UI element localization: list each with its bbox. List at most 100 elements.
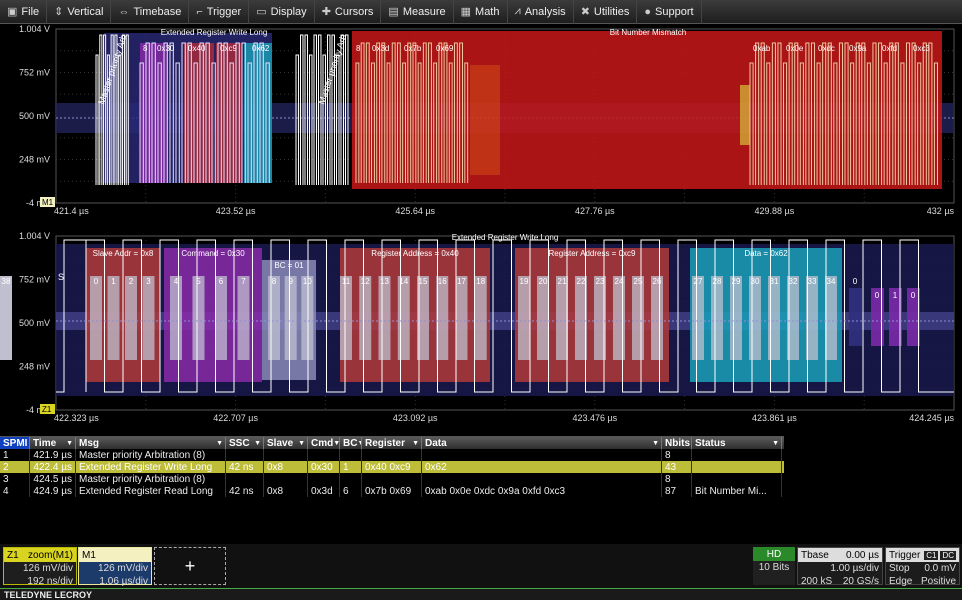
bit-box bbox=[871, 288, 884, 346]
table-row[interactable]: 1 421.9 µs Master priority Arbitration (8)… bbox=[0, 449, 784, 461]
byte-label: 0xdc bbox=[818, 44, 835, 53]
field-block bbox=[216, 43, 242, 183]
m1-tag: M1 bbox=[82, 549, 96, 561]
menu-trigger[interactable]: ⌐ Trigger bbox=[189, 0, 250, 24]
menu-display[interactable]: ▭ Display bbox=[249, 0, 315, 24]
tbase-samples: 200 kS bbox=[801, 576, 833, 587]
y-tick-label: 752 mV bbox=[19, 275, 50, 285]
table-cell: 42 ns bbox=[226, 461, 264, 473]
menu-support[interactable]: ● Support bbox=[637, 0, 702, 24]
col-bc[interactable]: BC▼ bbox=[340, 437, 362, 449]
waveform-trace bbox=[139, 42, 270, 183]
col-cmd[interactable]: Cmd ▼ bbox=[308, 437, 340, 449]
tbase-rate: 20 GS/s bbox=[842, 576, 879, 587]
trigger-icon: ⌐ bbox=[196, 5, 203, 18]
m1-vdiv: 126 mV/div bbox=[97, 563, 148, 574]
menu-file[interactable]: ▣ File bbox=[0, 0, 48, 24]
table-row[interactable]: 2 422.4 µs Extended Register Write Long 42 … bbox=[0, 461, 784, 473]
bit-box bbox=[711, 276, 723, 360]
menu-utilities[interactable]: ✖ Utilities bbox=[574, 0, 638, 24]
field-label: Register Address = 0xc9 bbox=[549, 249, 636, 258]
menu-label: Cursors bbox=[334, 5, 374, 18]
table-cell: 0x30 bbox=[308, 461, 340, 473]
bit-label: 8 bbox=[272, 277, 277, 286]
bit-box bbox=[889, 288, 902, 346]
menu-cursors[interactable]: ✚ Cursors bbox=[315, 0, 382, 24]
x-tick-label: 429.88 µs bbox=[755, 206, 795, 216]
bit-label: 0 bbox=[853, 277, 858, 286]
add-trace-button[interactable]: + bbox=[154, 547, 226, 585]
timebase-descriptor[interactable]: Tbase 0.00 µs 1.00 µs/div 200 kS 20 GS/s bbox=[797, 547, 883, 587]
bit-label: 32 bbox=[789, 277, 798, 286]
trigger-slope: Positive bbox=[920, 576, 956, 587]
trigger-descriptor[interactable]: Trigger C1 DC Stop 0.0 mV Edge Positive bbox=[885, 547, 960, 587]
menu-timebase[interactable]: ⇔ Timebase bbox=[111, 0, 190, 24]
bit-label: 0 bbox=[911, 291, 916, 300]
bit-box bbox=[268, 276, 280, 360]
table-cell: Bit Number Mi... bbox=[692, 485, 782, 497]
bit-label: 26 bbox=[653, 277, 662, 286]
table-cell bbox=[308, 449, 340, 461]
col-time[interactable]: Time ▼ bbox=[30, 437, 76, 449]
bit-box bbox=[907, 288, 920, 346]
bit-label: 0 bbox=[94, 277, 99, 286]
col-status[interactable]: Status ▼ bbox=[692, 437, 782, 449]
bit-label: 15 bbox=[419, 277, 428, 286]
bit-label: 16 bbox=[438, 277, 447, 286]
col-data[interactable]: Data ▼ bbox=[422, 437, 662, 449]
bit-box bbox=[0, 276, 12, 360]
menu-math[interactable]: ▦ Math bbox=[454, 0, 508, 24]
bit-label: 21 bbox=[558, 277, 567, 286]
col-nbits[interactable]: Nbits▼ bbox=[662, 437, 692, 449]
menu-label: Display bbox=[270, 5, 307, 18]
table-cell bbox=[340, 473, 362, 485]
col-slave[interactable]: Slave ▼ bbox=[264, 437, 308, 449]
zoom-waveform-plot[interactable]: 1.004 V 752 mV 500 mV 248 mV -4 mV 422.323 µs… bbox=[0, 231, 962, 429]
menu-label: Measure bbox=[402, 5, 446, 18]
table-cell: 0x3d bbox=[308, 485, 340, 497]
bit-label: 27 bbox=[694, 277, 703, 286]
m1-tdiv: 1.06 µs/div bbox=[99, 576, 148, 587]
bit-box bbox=[556, 276, 568, 360]
bit-box bbox=[301, 276, 314, 360]
col-msg[interactable]: Msg ▼ bbox=[76, 437, 226, 449]
timebase-icon: ⇔ bbox=[118, 5, 130, 18]
bit-label: 28 bbox=[713, 277, 722, 286]
zoom-waveform-grid[interactable]: 1.004 V 752 mV 500 mV 248 mV -4 mV 422.323 µs… bbox=[0, 231, 962, 429]
bit-box bbox=[613, 276, 625, 360]
m1-descriptor[interactable]: M1 126 mV/div 1.06 µs/div bbox=[78, 547, 152, 587]
z1-descriptor[interactable]: Z1 zoom(M1) 126 mV/div 192 ns/div bbox=[3, 547, 77, 587]
menu-measure[interactable]: ▤ Measure bbox=[381, 0, 454, 24]
error-region bbox=[352, 31, 942, 189]
col-ssc[interactable]: SSC ▼ bbox=[226, 437, 264, 449]
menu-analysis[interactable]: ⩘ Analysis bbox=[508, 0, 574, 24]
decode-table[interactable]: SPMI Time▼ Msg▼ SSC▼ Slave▼ Cmd▼ BC▼ Reg… bbox=[0, 436, 784, 544]
main-waveform-plot[interactable]: 1.004 V 752 mV 500 mV 248 mV -4 mV 421.4 µs 42… bbox=[0, 24, 962, 230]
bit-box bbox=[192, 276, 205, 360]
x-tick-label: 423.861 µs bbox=[752, 413, 797, 423]
table-row[interactable]: 4 424.9 µs Extended Register Read Long 42 n… bbox=[0, 485, 784, 497]
byte-label: 0x7b bbox=[404, 44, 422, 53]
x-tick-label: 427.76 µs bbox=[575, 206, 615, 216]
hd-descriptor[interactable]: HD 10 Bits bbox=[753, 547, 795, 585]
waveform-trace bbox=[95, 34, 129, 185]
y-tick-label: 248 mV bbox=[19, 362, 50, 372]
table-cell bbox=[264, 449, 308, 461]
menu-vertical[interactable]: ⇕ Vertical bbox=[47, 0, 112, 24]
bit-box bbox=[215, 276, 227, 360]
analysis-icon: ⩘ bbox=[514, 5, 521, 17]
col-register[interactable]: Register ▼ bbox=[362, 437, 422, 449]
byte-label: 0xc9 bbox=[220, 44, 237, 53]
bit-box bbox=[825, 276, 837, 360]
waveform-trace bbox=[56, 239, 954, 393]
field-label: Register Address = 0x40 bbox=[371, 249, 459, 258]
y-tick-label: 1.004 V bbox=[19, 25, 50, 34]
protocol-badge[interactable]: SPMI bbox=[0, 437, 30, 449]
table-row[interactable]: 3 424.5 µs Master priority Arbitration (8)… bbox=[0, 473, 784, 485]
main-waveform-grid[interactable]: 1.004 V 752 mV 500 mV 248 mV -4 mV 421.4 µs 42… bbox=[0, 24, 962, 230]
bit-label: 31 bbox=[770, 277, 779, 286]
trigger-mode: Stop bbox=[889, 563, 910, 574]
measure-icon: ▤ bbox=[388, 6, 399, 18]
menu-label: Math bbox=[475, 5, 500, 18]
field-label: Data = 0x62 bbox=[744, 249, 788, 258]
